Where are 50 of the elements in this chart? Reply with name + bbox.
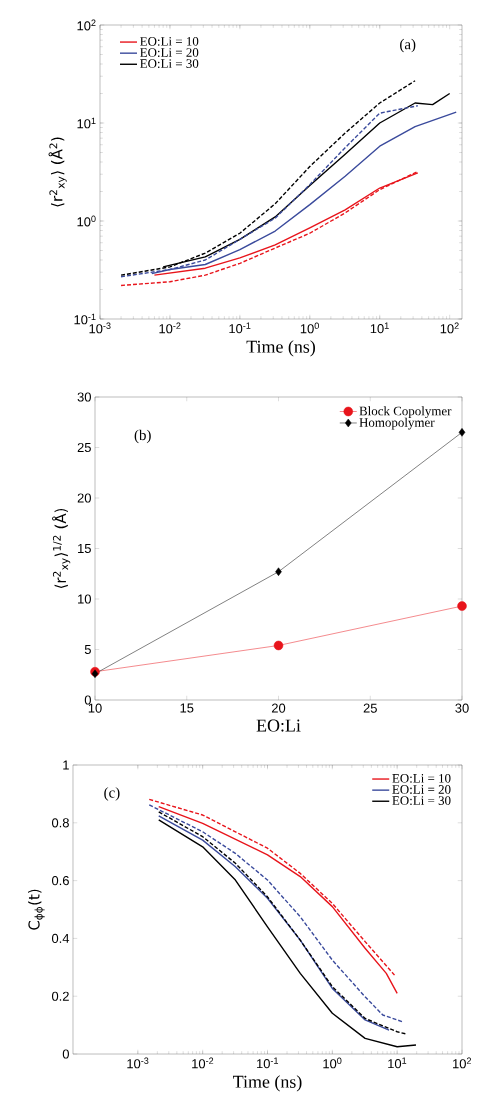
y-axis-title: ⟨r$^{2}$$_{xy}$⟩$^{1/2}$ (Å) bbox=[52, 508, 71, 589]
legend-label: EO:Li = 10 bbox=[140, 37, 199, 46]
legend-label: EO:Li = 20 bbox=[392, 785, 451, 794]
y-tick-label: 30 bbox=[77, 392, 91, 402]
legend-label: Homopolymer bbox=[359, 417, 435, 430]
x-tick-label: 10$^{-3}$ bbox=[127, 1057, 149, 1069]
y-tick-label: 0.6 bbox=[51, 876, 69, 886]
x-tick-label: 10$^{-2}$ bbox=[192, 1057, 214, 1069]
y-tick-label: 25 bbox=[77, 442, 91, 453]
y-tick-label: 10 bbox=[78, 594, 91, 604]
y-tick-label: 1 bbox=[63, 760, 69, 770]
x-tick-label: 10$^{1}$ bbox=[388, 1057, 407, 1069]
legend-label: EO:Li = 10 bbox=[392, 773, 451, 783]
y-tick-label: 0 bbox=[84, 695, 91, 705]
y-tick-label: 10$^{-1}$ bbox=[74, 313, 96, 325]
y-tick-label: 0.2 bbox=[51, 991, 69, 1001]
legend-label: EO:Li = 20 bbox=[140, 48, 199, 57]
x-tick-label: 10$^{0}$ bbox=[323, 1057, 342, 1069]
y-tick-label: 5 bbox=[84, 644, 91, 655]
x-axis-title: Time (ns) bbox=[246, 340, 315, 357]
x-tick-label: 10$^{-1}$ bbox=[229, 322, 251, 334]
legend-label: Block Copolymer bbox=[359, 406, 452, 419]
x-tick-label: 10$^{1}$ bbox=[370, 322, 389, 334]
y-tick-label: 0.8 bbox=[51, 818, 69, 828]
annotation: (a) bbox=[400, 38, 416, 53]
y-tick-label: 10$^{1}$ bbox=[77, 117, 96, 129]
x-tick-label: 10$^{2}$ bbox=[440, 322, 459, 334]
x-tick-label: 10$^{-1}$ bbox=[257, 1057, 279, 1069]
annotation: (b) bbox=[134, 429, 151, 444]
x-tick-label: 25 bbox=[363, 703, 377, 713]
x-tick-label: 15 bbox=[180, 703, 194, 713]
legend-label: EO:Li = 30 bbox=[140, 59, 199, 69]
y-tick-label: 10$^{2}$ bbox=[77, 19, 96, 31]
x-axis-title: EO:Li bbox=[256, 719, 301, 732]
x-tick-label: 10$^{-2}$ bbox=[159, 322, 181, 334]
y-tick-label: 20 bbox=[77, 493, 91, 503]
y-tick-label: 15 bbox=[78, 543, 91, 554]
annotation: (c) bbox=[104, 787, 120, 801]
x-tick-label: 10$^{2}$ bbox=[453, 1057, 472, 1069]
y-tick-label: 0.4 bbox=[51, 933, 70, 943]
x-tick-label: 30 bbox=[455, 703, 469, 713]
y-tick-label: 0 bbox=[62, 1049, 69, 1059]
x-axis-title: Time (ns) bbox=[233, 1075, 302, 1092]
y-tick-label: 10$^{0}$ bbox=[77, 215, 96, 227]
x-tick-label: 10$^{-3}$ bbox=[89, 322, 111, 334]
y-axis-title: C$_{ϕϕ}$(t) bbox=[28, 889, 45, 930]
legend-label: EO:Li = 30 bbox=[392, 796, 451, 805]
y-axis-title: ⟨r$^{2}$$_{xy}$⟩ (Å$^{2}$) bbox=[48, 137, 67, 207]
x-tick-label: 20 bbox=[271, 703, 286, 713]
x-tick-label: 10$^{0}$ bbox=[300, 322, 319, 334]
